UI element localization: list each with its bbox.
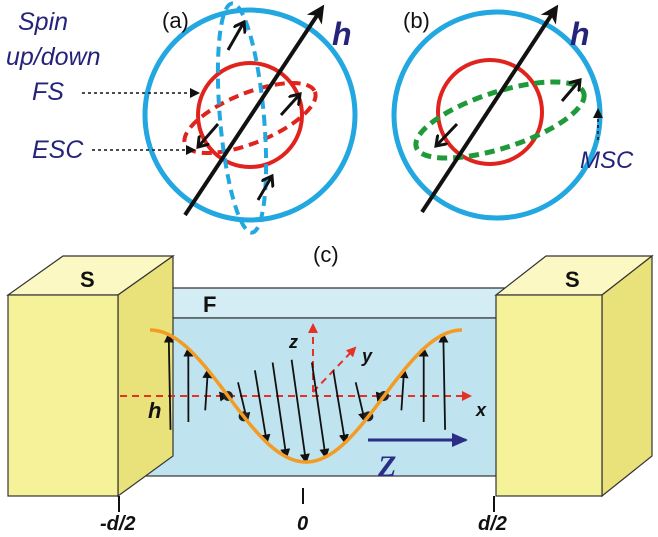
- spin-fs-outer-circle: [142, 7, 358, 223]
- spin-arrow: [254, 370, 271, 445]
- field-h-arrow: [183, 4, 325, 217]
- ferromagnet-label: F: [203, 292, 216, 317]
- panel-b: (b) h MSC: [391, 4, 634, 221]
- msc-dashed-ellipse: [413, 79, 587, 161]
- right-electrode-side: [601, 254, 653, 498]
- msc-label: MSC: [580, 147, 634, 174]
- x-axis-label: x: [475, 400, 487, 420]
- msc-arrow-right: [560, 80, 580, 102]
- spin-label-line2: up/down: [6, 43, 101, 71]
- field-h-arrow-b: [420, 4, 559, 214]
- spin-arrow: [163, 332, 174, 430]
- spin-arrow: [438, 332, 449, 430]
- panel-b-field-label: h: [570, 16, 590, 52]
- right-electrode-front: [495, 294, 603, 497]
- magnetization-wave: [149, 328, 463, 464]
- spin-arrow: [332, 370, 349, 445]
- esc-arrow-left: [198, 123, 220, 147]
- tick-right-label: d/2: [478, 513, 507, 535]
- fs-inner-circle-b: [436, 58, 544, 166]
- tick-left-label: -d/2: [100, 513, 136, 535]
- panel-c: (c) S S F z y x h Z -d/2 0: [6, 242, 654, 535]
- left-electrode-front: [7, 294, 119, 497]
- slab-top-face: [116, 287, 535, 319]
- panel-b-label: (b): [403, 8, 430, 33]
- panel-a-label: (a): [162, 8, 189, 33]
- spin-arrow: [354, 382, 368, 423]
- fs-inner-circle: [196, 61, 304, 169]
- msc-arrow-left: [436, 122, 459, 146]
- panel-a: (a) h Spin up/down FS ESC: [6, 1, 358, 235]
- spin-pair-dashed-ellipse: [215, 1, 269, 235]
- z-axis-label: z: [288, 332, 298, 352]
- right-electrode-label: S: [565, 267, 580, 292]
- pair-arrow-bottom: [256, 176, 272, 201]
- spin-arrow: [311, 362, 330, 459]
- esc-dashed-ellipse: [182, 81, 318, 155]
- panel-a-field-label: h: [332, 16, 352, 52]
- panel-c-label: (c): [313, 242, 339, 267]
- pair-arrow-top: [226, 22, 244, 51]
- spin-arrow: [290, 359, 310, 464]
- esc-label: ESC: [32, 136, 84, 164]
- y-axis-dashed: [312, 346, 357, 393]
- left-electrode-label: S: [80, 267, 95, 292]
- direction-label: Z: [377, 450, 396, 483]
- spin-arrow: [202, 368, 213, 411]
- tick-center-label: 0: [297, 513, 308, 535]
- field-h-label-c: h: [148, 398, 161, 423]
- left-electrode-side: [117, 254, 174, 498]
- spin-arrow: [271, 362, 291, 459]
- spin-label-line3: FS: [32, 78, 64, 106]
- y-axis-label: y: [361, 346, 373, 366]
- spin-label-line1: Spin: [18, 8, 68, 36]
- esc-arrow-right: [279, 94, 300, 117]
- spin-arrow: [398, 368, 409, 411]
